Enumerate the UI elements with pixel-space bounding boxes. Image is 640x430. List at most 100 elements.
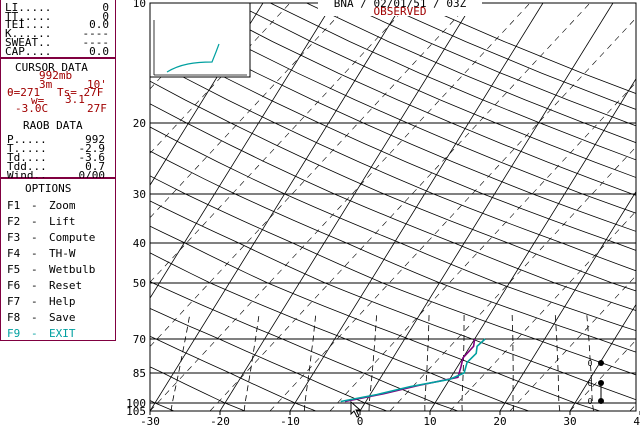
raob-value: 992 xyxy=(85,133,105,146)
index-label: K...... xyxy=(5,27,52,41)
dry-adiabat-line xyxy=(150,80,636,292)
indices-panel: LI..... 0 TT..... 0 TEI.... 0.0 K...... ---- SWE… xyxy=(0,0,116,58)
cursor-w-value: 3.1 xyxy=(65,93,85,106)
raob-data-heading: RAOB DATA xyxy=(23,119,83,132)
dry-adiabat-line xyxy=(150,335,317,411)
pressure-tick-label: 30 xyxy=(133,188,146,201)
grid-dash-line xyxy=(269,17,636,411)
dry-adiabat-line xyxy=(150,281,459,411)
option-label: Lift xyxy=(49,215,76,228)
isotherm-line xyxy=(219,3,474,411)
option-separator: - xyxy=(31,247,38,260)
option-label: Reset xyxy=(49,279,83,292)
option-label: Help xyxy=(49,295,76,308)
option-exit[interactable]: F9- EXIT xyxy=(1,328,113,341)
chart-subtitle: OBSERVED xyxy=(374,5,427,18)
cursor-height-ft: 10' xyxy=(87,78,107,91)
mixing-ratio-line xyxy=(424,313,430,411)
index-value: ---- xyxy=(82,27,110,41)
grid-dash-line xyxy=(449,210,636,411)
mixing-ratio-line xyxy=(303,313,317,411)
hodograph-inset xyxy=(149,2,251,78)
dry-adiabat-line xyxy=(150,58,636,272)
dry-adiabat-line xyxy=(342,3,636,127)
option-key: F8 xyxy=(7,311,21,324)
raob-value: -2.9 xyxy=(78,142,106,155)
isotherm-line xyxy=(569,303,636,411)
index-value: ---- xyxy=(82,35,110,49)
option-label: Wetbulb xyxy=(49,263,96,276)
index-value: 0 xyxy=(102,9,109,23)
option-separator: - xyxy=(31,199,38,212)
options-panel: OPTIONS F1- Zoom F2- Lift F3- Compute F4- TH-W F… xyxy=(0,178,116,341)
mixing-ratio-line xyxy=(554,313,561,411)
temperature-tick-label: 20 xyxy=(493,415,506,428)
temperature-tick-label: 0 xyxy=(357,415,364,428)
option-th-w[interactable]: F4- TH-W xyxy=(1,248,113,261)
option-key: F9 xyxy=(7,327,21,340)
option-label: Compute xyxy=(49,231,96,244)
grid-dash-line xyxy=(569,339,636,411)
raob-label: Tdd... xyxy=(7,160,47,173)
option-help[interactable]: F7- Help xyxy=(1,296,113,309)
option-separator: - xyxy=(31,215,38,228)
cursor-height: 3m xyxy=(39,78,53,91)
option-wetbulb[interactable]: F5- Wetbulb xyxy=(1,264,113,277)
grid-dash-line xyxy=(329,82,636,411)
dry-adiabat-line xyxy=(150,37,636,251)
hodograph-trace xyxy=(166,43,220,73)
wind-speed-label: 0 xyxy=(588,397,593,406)
option-lift[interactable]: F2- Lift xyxy=(1,216,113,229)
raob-value: 0/00 xyxy=(78,169,106,182)
sounding-trace-0 xyxy=(344,338,476,403)
option-reset[interactable]: F6- Reset xyxy=(1,280,113,293)
grid-dash-line xyxy=(150,3,411,283)
temperature-tick-label: 30 xyxy=(563,415,576,428)
option-compute[interactable]: F3- Compute xyxy=(1,232,113,245)
option-separator: - xyxy=(31,295,38,308)
temperature-tick-label: -20 xyxy=(210,415,230,428)
dry-adiabat-line xyxy=(150,103,636,311)
sounding-trace-1 xyxy=(340,338,486,403)
pressure-tick-label: 105 xyxy=(126,405,146,418)
option-key: F2 xyxy=(7,215,21,228)
mixing-ratio-line xyxy=(368,313,378,411)
mixing-ratio-line xyxy=(461,313,465,411)
option-key: F4 xyxy=(7,247,21,260)
temperature-tick-label: 10 xyxy=(423,415,436,428)
plot-area xyxy=(150,3,636,411)
index-value: 0.0 xyxy=(89,18,109,32)
grid-dash-line xyxy=(150,3,531,411)
option-key: F7 xyxy=(7,295,21,308)
pressure-tick-label: 10 xyxy=(133,0,146,10)
dry-adiabat-line xyxy=(150,252,529,411)
dry-adiabat-line xyxy=(150,150,636,353)
wind-speed-label: 0 xyxy=(588,379,593,388)
dry-adiabat-line xyxy=(161,3,636,214)
cursor-theta: θ=271 xyxy=(7,86,41,99)
pressure-tick-label: 20 xyxy=(133,117,146,130)
option-key: F6 xyxy=(7,279,21,292)
option-zoom[interactable]: F1- Zoom xyxy=(1,200,113,213)
option-separator: - xyxy=(31,279,38,292)
raob-value: -3.6 xyxy=(78,151,106,164)
mixing-ratio-line xyxy=(511,313,514,411)
index-label: TEI.... xyxy=(5,18,52,32)
isotherm-line xyxy=(359,3,614,411)
cursor-pressure: 992mb xyxy=(39,69,73,82)
cursor-temp-c: -3.0C xyxy=(15,102,49,115)
dry-adiabat-line xyxy=(233,3,636,178)
grid-dash-line xyxy=(509,275,636,411)
mixing-ratio-line xyxy=(586,313,594,411)
option-save[interactable]: F8- Save xyxy=(1,312,113,325)
pressure-tick-label: 50 xyxy=(133,277,146,290)
chart-title: BNA / 02/01/51 / 03Z xyxy=(334,0,467,10)
option-separator: - xyxy=(31,311,38,324)
options-heading: OPTIONS xyxy=(25,182,72,195)
index-label: CAP.... xyxy=(5,44,52,58)
dry-adiabat-line xyxy=(150,126,636,332)
index-value: 0.0 xyxy=(89,44,109,58)
title-background xyxy=(318,0,482,16)
dry-adiabat-line xyxy=(150,175,636,376)
